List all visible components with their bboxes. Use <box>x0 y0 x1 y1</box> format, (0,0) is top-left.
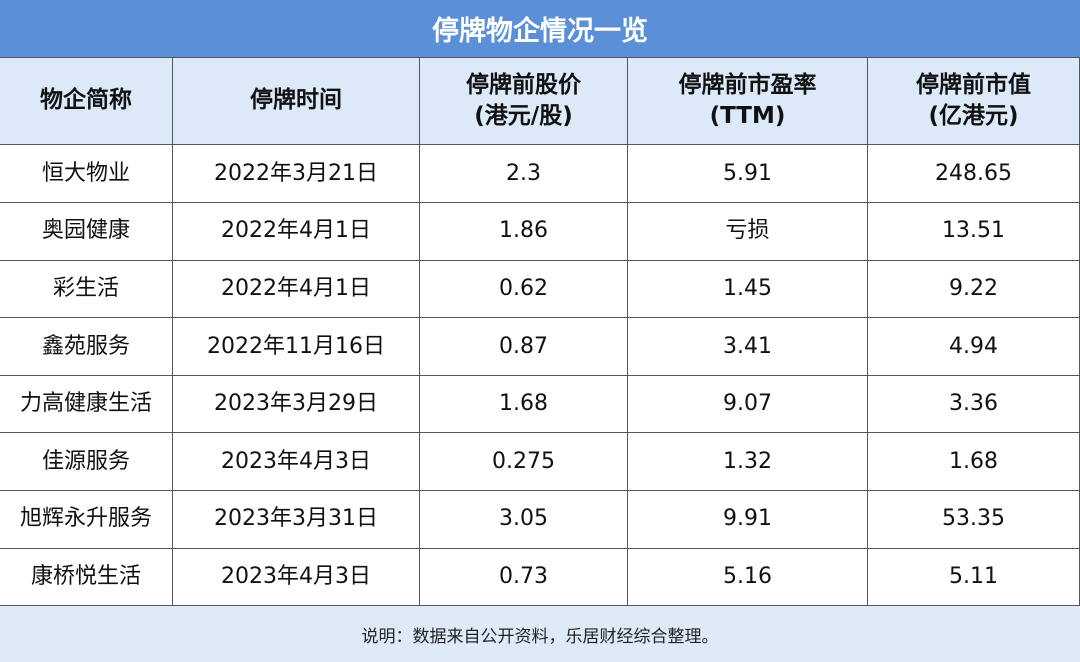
table-cell: 0.62 <box>420 260 628 319</box>
table-cell: 2022年4月1日 <box>173 202 420 261</box>
header-cell: 停牌前市盈率 (TTM) <box>628 58 868 145</box>
table-cell: 53.35 <box>868 490 1080 549</box>
table-cell: 力高健康生活 <box>0 375 173 434</box>
table-cell: 2022年4月1日 <box>173 260 420 319</box>
table-cell: 9.07 <box>628 375 868 434</box>
table-cell: 2023年3月31日 <box>173 490 420 549</box>
header-text: 停牌前股价 <box>466 71 581 98</box>
table-cell: 9.22 <box>868 260 1080 319</box>
table-cell: 5.91 <box>628 145 868 204</box>
table-cell: 恒大物业 <box>0 145 173 204</box>
table-cell: 3.41 <box>628 317 868 376</box>
table-cell: 9.91 <box>628 490 868 549</box>
table-cell: 2023年4月3日 <box>173 433 420 492</box>
header-text: 停牌前市盈率 <box>678 71 817 98</box>
header-cell: 停牌时间 <box>173 58 420 145</box>
header-cell: 物企简称 <box>0 58 173 145</box>
table-cell: 1.68 <box>868 433 1080 492</box>
table-title: 停牌物企情况一览 <box>0 0 1080 58</box>
header-text: (亿港元) <box>928 103 1019 129</box>
table-cell: 0.73 <box>420 548 628 607</box>
table-cell: 0.87 <box>420 317 628 376</box>
header-cell: 停牌前股价 (港元/股) <box>420 58 628 145</box>
table-cell: 奥园健康 <box>0 202 173 261</box>
footnote: 说明：数据来自公开资料，乐居财经综合整理。 <box>0 606 1080 662</box>
table-cell: 3.05 <box>420 490 628 549</box>
table-cell: 4.94 <box>868 317 1080 376</box>
table-cell: 1.68 <box>420 375 628 434</box>
table-cell: 2023年3月29日 <box>173 375 420 434</box>
table-cell: 1.86 <box>420 202 628 261</box>
table-cell: 旭辉永升服务 <box>0 490 173 549</box>
table-cell: 彩生活 <box>0 260 173 319</box>
table-cell: 13.51 <box>868 202 1080 261</box>
table-cell: 5.11 <box>868 548 1080 607</box>
header-cell: 停牌前市值 (亿港元) <box>868 58 1080 145</box>
table-cell: 康桥悦生活 <box>0 548 173 607</box>
table-cell: 248.65 <box>868 145 1080 204</box>
table-cell: 1.45 <box>628 260 868 319</box>
table-cell: 1.32 <box>628 433 868 492</box>
header-text: (港元/股) <box>474 103 573 129</box>
table-cell: 佳源服务 <box>0 433 173 492</box>
header-text: 物企简称 <box>40 87 132 114</box>
table-cell: 3.36 <box>868 375 1080 434</box>
header-text: 停牌时间 <box>250 87 342 114</box>
table-cell: 2022年3月21日 <box>173 145 420 204</box>
header-text: (TTM) <box>709 103 786 129</box>
table-cell: 5.16 <box>628 548 868 607</box>
header-text: 停牌前市值 <box>916 71 1031 98</box>
table-cell: 0.275 <box>420 433 628 492</box>
table-cell: 2.3 <box>420 145 628 204</box>
table-cell: 亏损 <box>628 202 868 261</box>
table-cell: 2023年4月3日 <box>173 548 420 607</box>
table-cell: 2022年11月16日 <box>173 317 420 376</box>
table-cell: 鑫苑服务 <box>0 317 173 376</box>
